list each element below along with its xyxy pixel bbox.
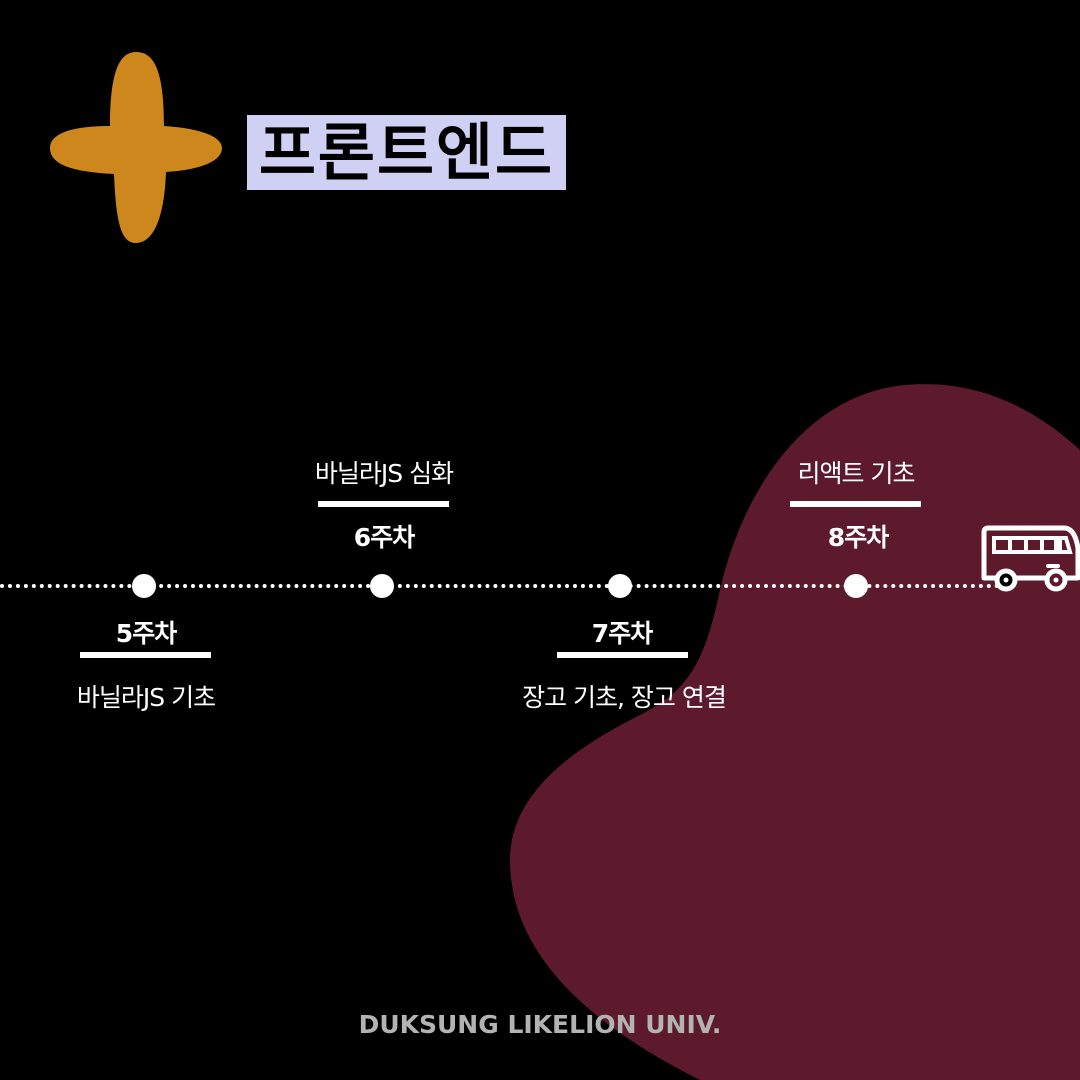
week-topic-8: 리액트 기초 <box>797 459 916 488</box>
timeline-dot-week7 <box>608 574 632 598</box>
week-label-5: 5주차 <box>115 619 177 648</box>
week-label-6: 6주차 <box>353 523 415 552</box>
sparkle-icon <box>50 52 222 243</box>
week-divider-8 <box>790 501 921 507</box>
timeline-dot-week6 <box>370 574 394 598</box>
page-title: 프론트엔드 <box>247 115 566 190</box>
timeline-line <box>0 584 1000 588</box>
week-topic-7: 장고 기초, 장고 연결 <box>522 683 727 712</box>
week-topic-6: 바닐라JS 심화 <box>314 459 454 488</box>
footer-brand: DUKSUNG LIKELION UNIV. <box>358 1010 722 1039</box>
week-label-7: 7주차 <box>591 619 653 648</box>
week-topic-5: 바닐라JS 기초 <box>76 683 216 712</box>
timeline-dot-week5 <box>132 574 156 598</box>
week-divider-7 <box>557 652 688 658</box>
week-label-8: 8주차 <box>827 523 889 552</box>
timeline-dot-week8 <box>844 574 868 598</box>
bus-icon <box>981 525 1080 592</box>
week-divider-5 <box>80 652 211 658</box>
week-divider-6 <box>318 501 449 507</box>
